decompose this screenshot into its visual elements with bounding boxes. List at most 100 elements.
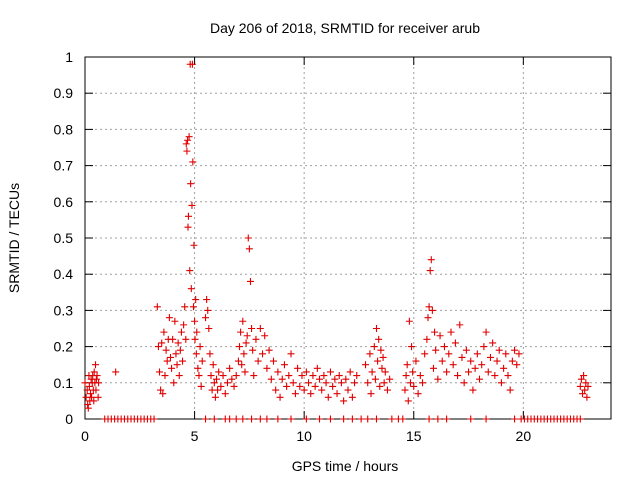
data-point (183, 147, 191, 155)
data-point (316, 375, 324, 383)
data-point (374, 357, 382, 365)
data-point (240, 350, 248, 358)
data-point (421, 350, 429, 358)
data-point (449, 361, 457, 369)
data-point (217, 382, 225, 390)
data-point (467, 415, 475, 423)
plot-frame (84, 56, 612, 420)
data-point (362, 361, 370, 369)
data-point (326, 415, 334, 423)
data-point (165, 314, 173, 322)
data-point (156, 368, 164, 376)
data-point (187, 180, 195, 188)
data-point (364, 415, 372, 423)
data-point (348, 415, 356, 423)
data-point (289, 379, 297, 387)
data-point (259, 350, 267, 358)
data-point (185, 133, 193, 141)
data-point (346, 368, 354, 376)
data-point (376, 382, 384, 390)
data-point (226, 415, 234, 423)
data-point (272, 386, 280, 394)
data-point (513, 361, 521, 369)
data-point (246, 277, 254, 285)
data-point (426, 267, 434, 275)
data-point (209, 361, 217, 369)
data-point (482, 328, 490, 336)
data-point (184, 212, 192, 220)
data-point (274, 368, 282, 376)
data-point (508, 357, 516, 365)
data-point (368, 368, 376, 376)
y-tick-label: 0.1 (54, 375, 74, 391)
data-point (88, 393, 96, 401)
data-point (252, 335, 260, 343)
data-point (298, 372, 306, 380)
data-point (287, 415, 295, 423)
data-point (276, 393, 284, 401)
data-point (223, 379, 231, 387)
y-tick-label: 0.2 (54, 339, 74, 355)
data-point (153, 303, 161, 311)
data-point (92, 361, 100, 369)
data-point (204, 306, 212, 314)
data-point (473, 350, 481, 358)
data-point (196, 343, 204, 351)
data-point (427, 256, 435, 264)
data-point (401, 386, 409, 394)
data-point (431, 328, 439, 336)
data-point (239, 317, 247, 325)
data-point (348, 393, 356, 401)
data-point (351, 379, 359, 387)
data-point (424, 314, 432, 322)
y-tick-label: 0 (65, 411, 73, 427)
data-point (493, 357, 501, 365)
data-point (245, 245, 253, 253)
data-point (405, 317, 413, 325)
data-point (406, 379, 414, 387)
data-point (337, 379, 345, 387)
data-point (210, 379, 218, 387)
data-point (202, 415, 210, 423)
data-point (502, 350, 510, 358)
data-point (219, 372, 227, 380)
data-point (425, 303, 433, 311)
data-point (388, 415, 396, 423)
data-point (378, 364, 386, 372)
data-point (454, 372, 462, 380)
data-point (170, 379, 178, 387)
data-point (243, 332, 251, 340)
x-axis-label: GPS time / hours (292, 458, 399, 474)
data-point (85, 382, 93, 390)
data-point (213, 375, 220, 383)
data-point (412, 357, 420, 365)
data-point (471, 364, 479, 372)
data-point (402, 372, 410, 380)
data-point (467, 357, 475, 365)
data-point (410, 382, 418, 390)
data-point (581, 386, 589, 394)
data-point (443, 368, 451, 376)
data-point (460, 379, 468, 387)
data-point (238, 361, 246, 369)
data-point (386, 375, 394, 383)
data-point (278, 375, 286, 383)
data-point (210, 415, 218, 423)
data-point (419, 379, 427, 387)
data-point (432, 346, 440, 354)
data-point (486, 353, 494, 361)
data-point (188, 60, 196, 68)
data-point (302, 415, 310, 423)
data-point (280, 361, 288, 369)
data-point (316, 415, 324, 423)
data-point (256, 325, 264, 332)
y-tick-label: 0.8 (54, 121, 74, 137)
data-point (381, 368, 389, 376)
data-point (92, 386, 100, 394)
data-point (205, 325, 213, 332)
data-point (93, 372, 101, 380)
data-point (476, 375, 483, 383)
data-point (162, 346, 170, 354)
data-point (440, 343, 448, 351)
data-point (191, 317, 199, 325)
